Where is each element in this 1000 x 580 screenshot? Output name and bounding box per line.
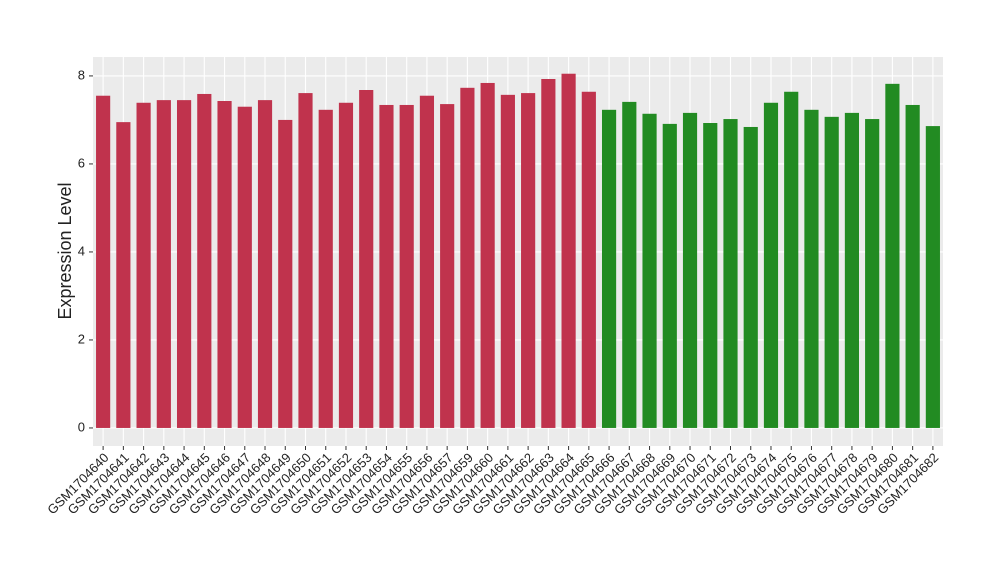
bar bbox=[743, 126, 758, 428]
bar bbox=[703, 123, 718, 428]
bar bbox=[237, 106, 252, 428]
y-tick-label: 2 bbox=[78, 331, 85, 346]
y-tick-label: 0 bbox=[78, 419, 85, 434]
bar bbox=[156, 100, 171, 428]
bar bbox=[460, 87, 475, 428]
bar bbox=[480, 82, 495, 428]
bar bbox=[844, 112, 860, 428]
bar bbox=[278, 119, 293, 428]
bar bbox=[824, 116, 839, 428]
bar bbox=[318, 109, 333, 428]
bar bbox=[116, 122, 131, 428]
bar bbox=[763, 102, 779, 428]
bar bbox=[601, 109, 617, 428]
bar bbox=[581, 91, 596, 428]
bar bbox=[257, 100, 273, 428]
bar bbox=[642, 113, 657, 428]
bar bbox=[298, 93, 313, 428]
bar bbox=[500, 94, 515, 428]
y-tick-label: 8 bbox=[78, 67, 85, 82]
bar bbox=[541, 79, 556, 428]
bar bbox=[419, 95, 435, 428]
y-tick-label: 6 bbox=[78, 155, 85, 170]
bar bbox=[925, 126, 940, 428]
y-tick-label: 4 bbox=[78, 243, 85, 258]
y-axis-label: Expression Level bbox=[55, 182, 75, 319]
bar bbox=[338, 102, 354, 428]
bar bbox=[885, 83, 900, 428]
bar bbox=[622, 101, 637, 428]
bar bbox=[136, 102, 151, 428]
bar bbox=[723, 119, 738, 428]
bar bbox=[682, 112, 698, 428]
bar bbox=[96, 95, 111, 428]
bar bbox=[440, 104, 455, 428]
bar bbox=[217, 101, 232, 428]
bar bbox=[662, 123, 677, 428]
bar bbox=[905, 104, 920, 428]
bar bbox=[399, 104, 414, 428]
bar bbox=[561, 73, 576, 428]
bar bbox=[379, 104, 394, 428]
bar bbox=[359, 90, 374, 428]
bar bbox=[804, 109, 819, 428]
bar bbox=[521, 93, 536, 428]
bar bbox=[784, 91, 799, 428]
bar bbox=[197, 93, 212, 428]
bar bbox=[176, 100, 192, 428]
bar bbox=[865, 119, 880, 428]
